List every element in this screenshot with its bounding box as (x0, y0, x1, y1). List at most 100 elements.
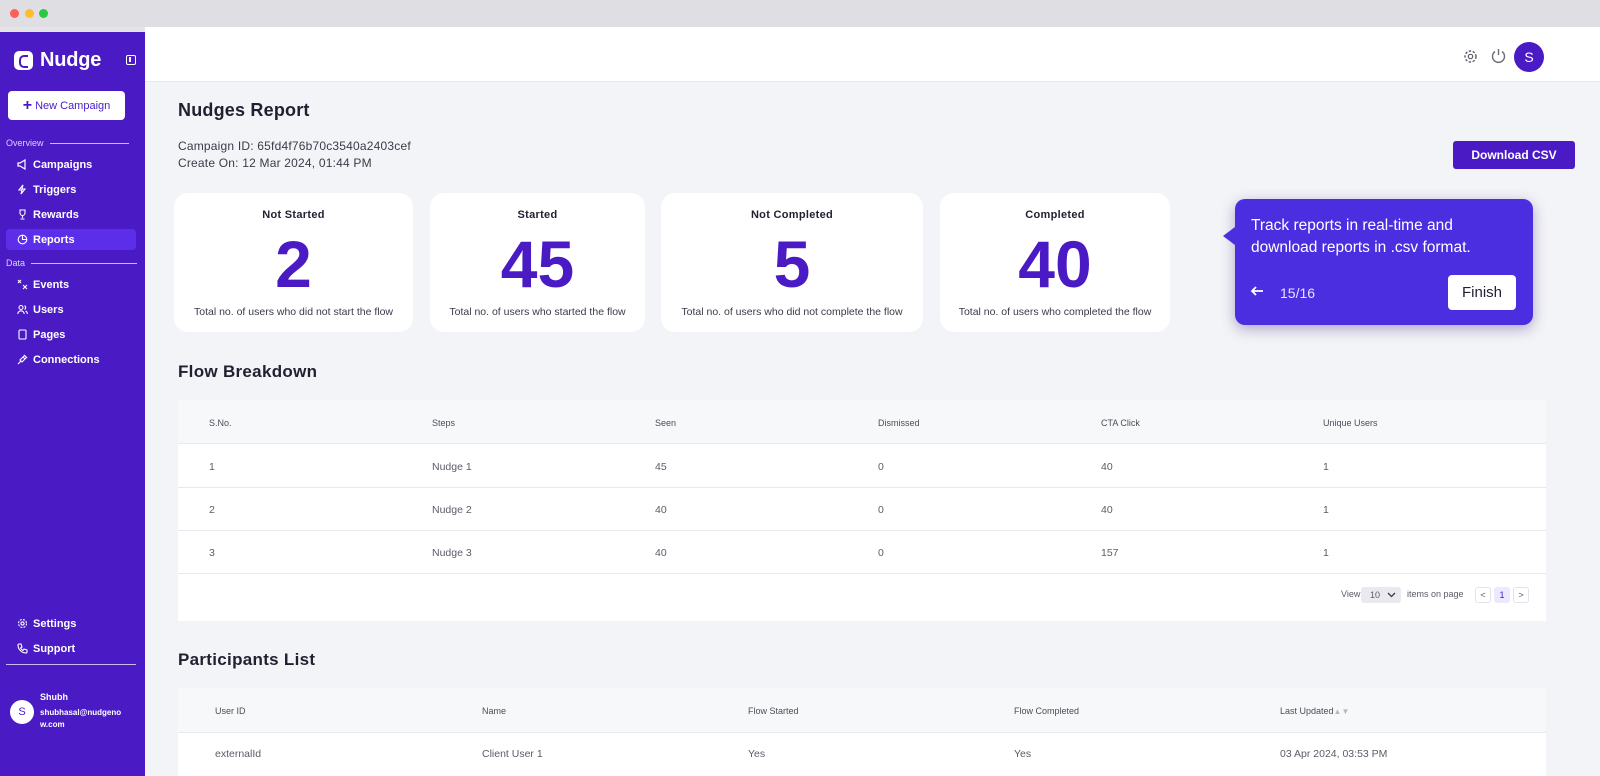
events-icon (17, 279, 28, 290)
table-cell: Nudge 3 (432, 547, 472, 559)
onboarding-tooltip: Track reports in real-time and download … (1223, 199, 1533, 325)
column-header-label: Last Updated (1280, 706, 1334, 716)
avatar[interactable]: S (10, 700, 34, 724)
divider (6, 664, 136, 665)
column-header: Unique Users (1323, 418, 1378, 428)
stat-value: 40 (1018, 227, 1092, 301)
page-title: Nudges Report (178, 100, 310, 120)
column-header: Flow Completed (1014, 706, 1080, 716)
new-campaign-button[interactable]: + New Campaign (8, 91, 125, 120)
table-cell: 157 (1101, 547, 1119, 559)
table-cell: 1 (1323, 461, 1329, 473)
table-cell: Yes (748, 748, 766, 760)
plus-icon: + (22, 96, 33, 114)
divider (31, 262, 138, 264)
column-header: S.No. (209, 418, 232, 428)
flow-breakdown-table: S.No. Steps Seen Dismissed CTA Click Uni… (178, 400, 1546, 621)
finish-button[interactable]: Finish (1448, 275, 1516, 310)
avatar[interactable]: S (1514, 42, 1544, 72)
stat-title: Completed (1025, 209, 1085, 221)
sidebar-item-connections[interactable]: Connections (6, 349, 136, 370)
sidebar-collapse-icon[interactable] (126, 55, 136, 65)
section-label-data: Data (6, 258, 138, 268)
table-cell: 40 (655, 504, 667, 516)
participants-list-title: Participants List (178, 650, 316, 669)
table-cell: externalId (215, 748, 262, 760)
column-header: Name (482, 706, 507, 716)
sidebar-item-support[interactable]: Support (6, 638, 136, 659)
stat-title: Not Completed (750, 209, 834, 221)
sidebar-item-triggers[interactable]: Triggers (6, 179, 136, 200)
table-row[interactable]: 2 Nudge 2 40 0 40 1 (178, 488, 1546, 531)
table-cell: 40 (1101, 504, 1113, 516)
brand[interactable]: Nudge (14, 49, 101, 72)
stat-value: 2 (275, 227, 312, 301)
phone-icon (17, 643, 28, 654)
page-number-button[interactable]: 1 (1494, 587, 1510, 603)
sidebar-item-settings[interactable]: Settings (6, 613, 136, 634)
table-cell: 1 (1323, 547, 1329, 559)
table-row[interactable]: externalId Client User 1 Yes Yes 03 Apr … (178, 734, 1546, 776)
sidebar-item-rewards[interactable]: Rewards (6, 204, 136, 225)
sidebar-item-events[interactable]: Events (6, 274, 136, 295)
pie-chart-icon (17, 234, 28, 245)
column-header-sortable[interactable]: Last Updated▲▼ (1280, 706, 1349, 716)
stat-description: Total no. of users who started the flow (449, 306, 626, 318)
page-size-value: 10 (1370, 590, 1381, 600)
stat-description: Total no. of users who did not complete … (681, 306, 903, 318)
user-email: shubhasal@nudgenow.com (40, 708, 122, 729)
table-cell: 3 (209, 547, 215, 559)
section-label-text: Overview (6, 138, 44, 148)
sidebar-item-label: Campaigns (33, 158, 93, 171)
participants-table: User ID Name Flow Started Flow Completed… (178, 688, 1546, 776)
column-header: Steps (432, 418, 456, 428)
page-icon (17, 329, 28, 340)
prev-page-button[interactable]: < (1475, 587, 1491, 603)
divider (49, 142, 129, 144)
main-content: Nudges Report Campaign ID: 65fd4f76b70c3… (145, 82, 1600, 776)
table-header: S.No. Steps Seen Dismissed CTA Click Uni… (178, 400, 1546, 444)
sidebar-item-users[interactable]: Users (6, 299, 136, 320)
page-size-select[interactable]: 10 (1361, 587, 1401, 603)
download-csv-button[interactable]: Download CSV (1453, 141, 1575, 169)
table-cell: 1 (1323, 504, 1329, 516)
window-titlebar (0, 0, 1600, 27)
column-header: Dismissed (878, 418, 920, 428)
stat-card-not-completed: Not Completed 5 Total no. of users who d… (661, 193, 923, 332)
window-maximize-button[interactable] (39, 9, 48, 18)
section-label-overview: Overview (6, 138, 129, 148)
lightning-icon (17, 184, 28, 195)
stat-title: Started (517, 209, 558, 221)
table-row[interactable]: 1 Nudge 1 45 0 40 1 (178, 445, 1546, 488)
sidebar-item-label: Pages (33, 328, 66, 341)
table-cell: 0 (878, 461, 884, 473)
power-icon[interactable] (1490, 47, 1507, 69)
brand-name: Nudge (40, 49, 102, 71)
table-header: User ID Name Flow Started Flow Completed… (178, 688, 1546, 733)
next-page-button[interactable]: > (1513, 587, 1529, 603)
stat-value: 45 (500, 227, 575, 301)
table-cell: 40 (655, 547, 667, 559)
topbar: S (145, 27, 1600, 82)
window-minimize-button[interactable] (25, 9, 34, 18)
table-cell: Yes (1014, 748, 1032, 760)
column-header: Flow Started (748, 706, 799, 716)
window-close-button[interactable] (10, 9, 19, 18)
sidebar-item-pages[interactable]: Pages (6, 324, 136, 345)
flow-breakdown-title: Flow Breakdown (178, 362, 318, 381)
plug-icon (17, 354, 28, 365)
stat-value: 5 (773, 227, 811, 301)
table-cell: 0 (878, 547, 884, 559)
table-row[interactable]: 3 Nudge 3 40 0 157 1 (178, 531, 1546, 574)
sidebar-item-reports[interactable]: Reports (6, 229, 136, 250)
table-cell: 45 (655, 461, 667, 473)
table-cell: 03 Apr 2024, 03:53 PM (1280, 748, 1388, 760)
users-icon (17, 304, 28, 315)
sidebar-item-campaigns[interactable]: Campaigns (6, 154, 136, 175)
sidebar-item-label: Rewards (33, 208, 79, 221)
sort-icon[interactable]: ▲▼ (1333, 707, 1350, 716)
settings-gear-icon[interactable] (1463, 49, 1478, 69)
arrow-left-icon[interactable] (1249, 283, 1265, 304)
created-on: Create On: 12 Mar 2024, 01:44 PM (178, 156, 372, 170)
pager-view-label: View (1341, 589, 1361, 599)
